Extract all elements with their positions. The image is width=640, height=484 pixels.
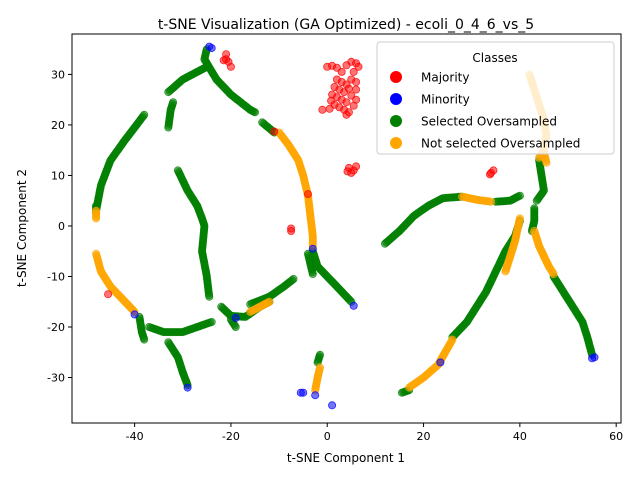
legend-label-not-selected-oversampled: Not selected Oversampled bbox=[421, 137, 580, 151]
majority-point bbox=[318, 105, 327, 114]
x-tick-label: -20 bbox=[222, 430, 240, 443]
x-tick-label: 0 bbox=[324, 430, 331, 443]
not-selected-oversampled-point bbox=[246, 307, 255, 316]
not-selected-oversampled-point bbox=[448, 335, 457, 344]
chart-title: t-SNE Visualization (GA Optimized) - eco… bbox=[158, 17, 534, 33]
x-tick-label: 60 bbox=[609, 430, 623, 443]
y-tick-label: -30 bbox=[47, 372, 65, 385]
majority-point bbox=[337, 67, 346, 76]
selected-oversampled-point bbox=[289, 274, 298, 283]
minority-point bbox=[130, 310, 139, 319]
selected-oversampled-point bbox=[515, 191, 524, 200]
legend-label-selected-oversampled: Selected Oversampled bbox=[421, 115, 557, 129]
legend-title: Classes bbox=[472, 51, 517, 65]
legend: Classes Majority Minority Selected Oversam… bbox=[376, 41, 615, 155]
majority-point bbox=[352, 85, 361, 94]
y-tick-label: 10 bbox=[51, 169, 65, 182]
majority-point bbox=[342, 98, 351, 107]
majority-point bbox=[354, 62, 363, 71]
y-tick-label: 0 bbox=[58, 220, 65, 233]
legend-box bbox=[376, 41, 615, 155]
y-tick-label: 20 bbox=[51, 119, 65, 132]
not-selected-oversampled-point bbox=[501, 267, 510, 276]
not-selected-oversampled-point bbox=[486, 197, 495, 206]
legend-entries: Majority Minority Selected Oversampled Not … bbox=[390, 71, 580, 151]
minority-point bbox=[590, 353, 599, 362]
majority-point bbox=[343, 167, 352, 176]
minority-point bbox=[436, 358, 445, 367]
legend-marker-majority bbox=[390, 71, 402, 83]
minority-point bbox=[183, 383, 192, 392]
majority-point bbox=[287, 226, 296, 235]
majority-point bbox=[352, 162, 361, 171]
not-selected-oversampled-point bbox=[542, 158, 551, 167]
not-selected-oversampled-point bbox=[92, 206, 101, 215]
selected-oversampled-point bbox=[231, 322, 240, 331]
minority-point bbox=[349, 301, 358, 310]
data-points bbox=[92, 42, 599, 410]
selected-oversampled-point bbox=[303, 249, 312, 258]
plot-frame bbox=[71, 33, 622, 424]
minority-point bbox=[328, 401, 337, 410]
x-tick-label: -40 bbox=[126, 430, 144, 443]
majority-point bbox=[104, 290, 113, 299]
y-axis-ticks: -30 -20 -10 0 10 20 30 bbox=[47, 68, 72, 385]
selected-oversampled-point bbox=[532, 196, 541, 205]
majority-point bbox=[349, 101, 358, 110]
y-axis-label: t-SNE Component 2 bbox=[15, 169, 29, 287]
majority-point bbox=[219, 56, 228, 65]
majority-point bbox=[270, 127, 279, 136]
majority-point bbox=[226, 62, 235, 71]
selected-oversampled-point bbox=[207, 317, 216, 326]
x-axis-label: t-SNE Component 1 bbox=[287, 451, 405, 465]
y-tick-label: -20 bbox=[47, 321, 65, 334]
selected-oversampled-point bbox=[140, 110, 149, 119]
majority-point bbox=[349, 67, 358, 76]
y-tick-label: 30 bbox=[51, 68, 65, 81]
legend-marker-not-selected-oversampled bbox=[390, 137, 402, 149]
majority-point bbox=[352, 78, 361, 87]
y-tick-label: -10 bbox=[47, 270, 65, 283]
legend-marker-minority bbox=[390, 93, 402, 105]
majority-point bbox=[342, 110, 351, 119]
majority-point bbox=[303, 190, 312, 199]
majority-point bbox=[485, 170, 494, 179]
selected-oversampled-point bbox=[140, 335, 149, 344]
selected-oversampled-point bbox=[250, 108, 259, 117]
legend-marker-selected-oversampled bbox=[390, 115, 402, 127]
x-axis-ticks: -40 -20 0 20 40 60 bbox=[126, 423, 623, 443]
x-tick-label: 20 bbox=[417, 430, 431, 443]
x-tick-label: 40 bbox=[513, 430, 527, 443]
majority-point bbox=[327, 96, 336, 105]
legend-label-minority: Minority bbox=[421, 93, 470, 107]
legend-label-majority: Majority bbox=[421, 71, 469, 85]
majority-point bbox=[344, 84, 353, 93]
selected-oversampled-point bbox=[169, 98, 178, 107]
minority-point bbox=[231, 313, 240, 322]
minority-point bbox=[308, 244, 317, 253]
minority-point bbox=[207, 44, 216, 53]
minority-point bbox=[299, 388, 308, 397]
not-selected-oversampled-point bbox=[549, 269, 558, 278]
selected-oversampled-point bbox=[205, 292, 214, 301]
majority-point bbox=[325, 104, 334, 113]
minority-point bbox=[311, 391, 320, 400]
